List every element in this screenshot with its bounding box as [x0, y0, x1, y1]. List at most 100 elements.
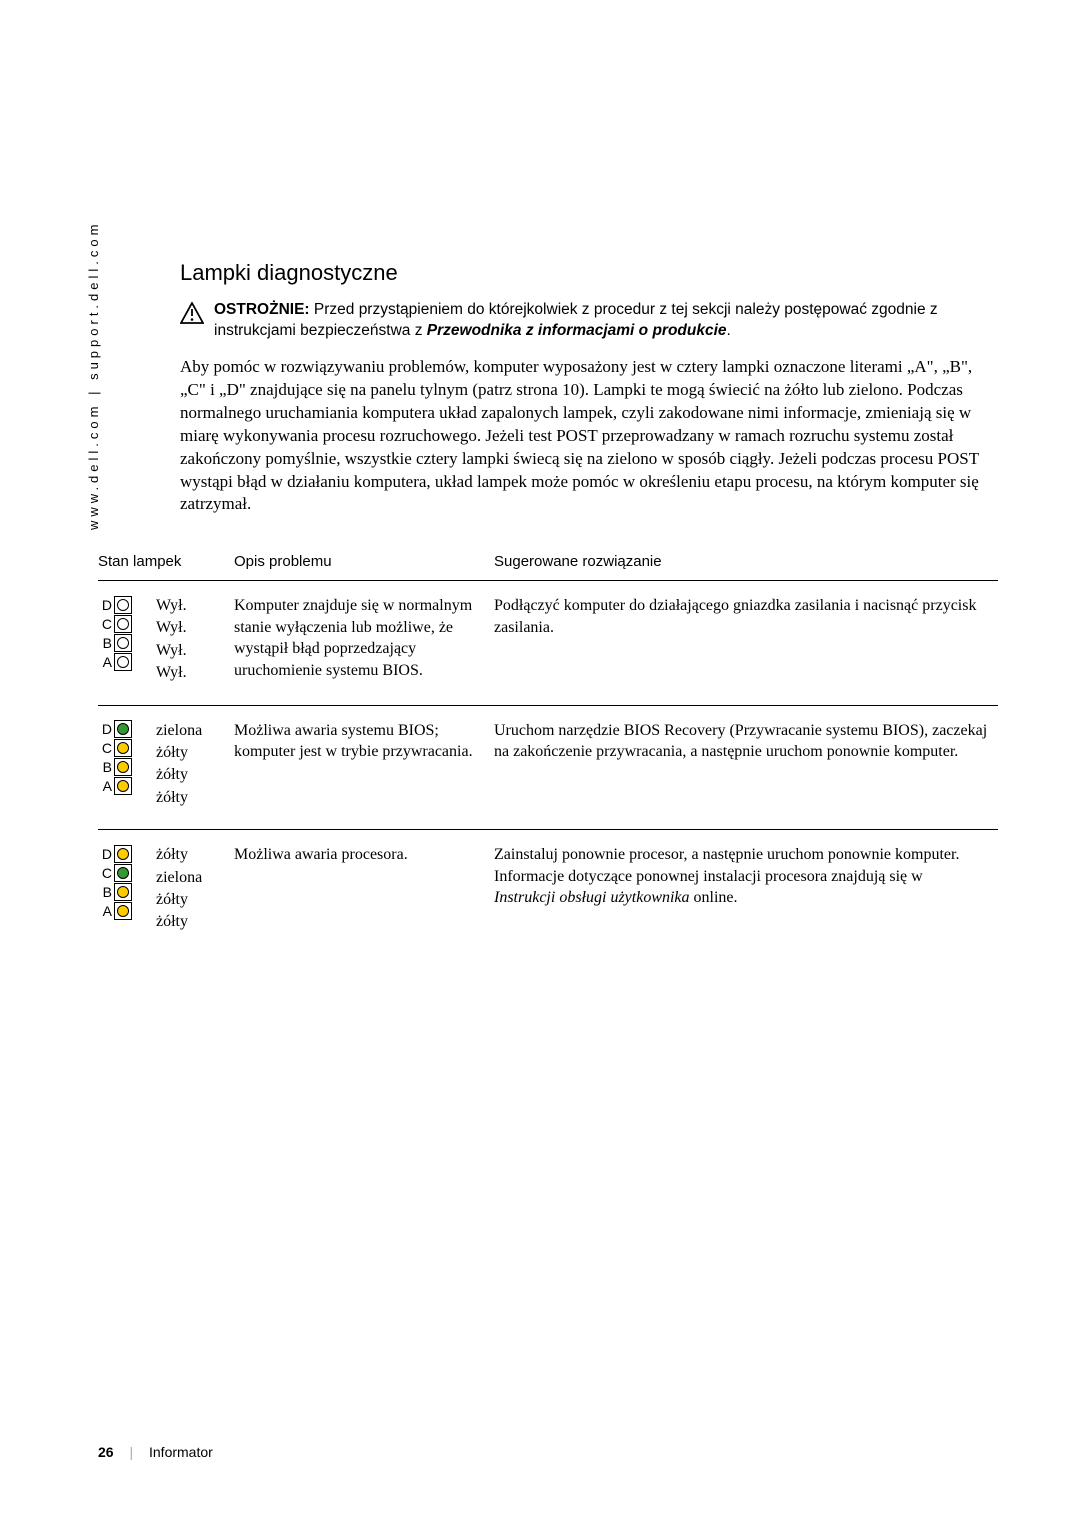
problem-description: Komputer znajduje się w normalnym stanie… — [234, 581, 494, 706]
lamp-state-text: Wył. — [156, 662, 224, 684]
footer-separator: | — [129, 1444, 133, 1460]
lamp-box — [114, 777, 132, 795]
lamp-box — [114, 883, 132, 901]
action-text: Podłączyć komputer do działającego gniaz… — [494, 597, 976, 636]
lamp-indicator — [117, 905, 129, 917]
lamp-letter: A — [98, 654, 112, 670]
header-desc: Opis problemu — [234, 545, 494, 581]
lamp-box — [114, 653, 132, 671]
lamp-letter: C — [98, 740, 112, 756]
lamp-row: C — [98, 739, 138, 758]
main-content: Lampki diagnostyczne OSTROŻNIE: Przed pr… — [180, 260, 1000, 544]
action-text: Uruchom narzędzie BIOS Recovery (Przywra… — [494, 722, 987, 761]
lamp-letter: D — [98, 846, 112, 862]
lamp-letter: C — [98, 865, 112, 881]
warning-prefix: OSTROŻNIE: — [214, 301, 314, 318]
lamp-letter: B — [98, 759, 112, 775]
lamp-letter: A — [98, 778, 112, 794]
lamp-indicator — [117, 780, 129, 792]
lamp-diagram: DCBA — [98, 595, 138, 671]
lamp-indicator — [117, 867, 129, 879]
lamp-letter: D — [98, 721, 112, 737]
lamp-diagram-cell: DCBA — [98, 830, 156, 954]
intro-paragraph: Aby pomóc w rozwiązywaniu problemów, kom… — [180, 356, 1000, 517]
lamp-letter: B — [98, 884, 112, 900]
warning-emph: Przewodnika z informacjami o produkcie — [427, 322, 727, 339]
lamp-state-text: żółty — [156, 844, 224, 866]
lamp-state-text: zielona — [156, 867, 224, 889]
lamp-row: A — [98, 652, 138, 671]
lamp-box — [114, 615, 132, 633]
lamp-row: D — [98, 720, 138, 739]
lamp-box — [114, 758, 132, 776]
lamp-letter: B — [98, 635, 112, 651]
lamp-states-cell: Wył.Wył.Wył.Wył. — [156, 581, 234, 706]
lamp-indicator — [117, 761, 129, 773]
lamp-box — [114, 902, 132, 920]
lamp-row: D — [98, 595, 138, 614]
lamp-state-text: Wył. — [156, 617, 224, 639]
lamp-box — [114, 596, 132, 614]
lamp-row: D — [98, 844, 138, 863]
suggested-action: Podłączyć komputer do działającego gniaz… — [494, 581, 998, 706]
lamp-row: B — [98, 633, 138, 652]
lamp-indicator — [117, 848, 129, 860]
page-footer: 26 | Informator — [98, 1444, 213, 1460]
table-row: DCBAzielonażółtyżółtyżółtyMożliwa awaria… — [98, 705, 998, 830]
lamp-box — [114, 634, 132, 652]
lamp-states-cell: zielonażółtyżółtyżółty — [156, 705, 234, 830]
lamp-state-text: Wył. — [156, 640, 224, 662]
suggested-action: Zainstaluj ponownie procesor, a następni… — [494, 830, 998, 954]
page-number: 26 — [98, 1444, 114, 1460]
sidebar-url: www.dell.com | support.dell.com — [86, 221, 101, 530]
lamp-state-text: zielona — [156, 720, 224, 742]
lamp-box — [114, 864, 132, 882]
lamp-indicator — [117, 637, 129, 649]
lamp-indicator — [117, 656, 129, 668]
lamp-indicator — [117, 618, 129, 630]
lamp-indicator — [117, 742, 129, 754]
suggested-action: Uruchom narzędzie BIOS Recovery (Przywra… — [494, 705, 998, 830]
lamp-indicator — [117, 599, 129, 611]
lamp-diagram: DCBA — [98, 844, 138, 920]
action-italic: Instrukcji obsługi użytkownika — [494, 889, 690, 906]
lamp-states-cell: żółtyzielonażółtyżółty — [156, 830, 234, 954]
lamp-indicator — [117, 723, 129, 735]
section-heading: Lampki diagnostyczne — [180, 260, 1000, 286]
warning-icon — [180, 302, 204, 329]
table-row: DCBAżółtyzielonażółtyżółtyMożliwa awaria… — [98, 830, 998, 954]
lamp-row: A — [98, 901, 138, 920]
lamp-letter: D — [98, 597, 112, 613]
header-state: Stan lampek — [98, 545, 234, 581]
problem-description: Możliwa awaria systemu BIOS; komputer je… — [234, 705, 494, 830]
lamp-row: C — [98, 863, 138, 882]
lamp-box — [114, 739, 132, 757]
action-text: Zainstaluj ponownie procesor, a następni… — [494, 846, 959, 885]
lamp-indicator — [117, 886, 129, 898]
lamp-box — [114, 845, 132, 863]
lamp-diagram-cell: DCBA — [98, 705, 156, 830]
lamp-row: B — [98, 758, 138, 777]
lamp-state-text: Wył. — [156, 595, 224, 617]
lamp-row: A — [98, 777, 138, 796]
lamp-state-text: żółty — [156, 889, 224, 911]
lamp-row: B — [98, 882, 138, 901]
lamp-state-text: żółty — [156, 742, 224, 764]
lamp-letter: C — [98, 616, 112, 632]
action-suffix: online. — [690, 889, 738, 906]
footer-label: Informator — [149, 1444, 213, 1460]
problem-description: Możliwa awaria procesora. — [234, 830, 494, 954]
lamp-state-text: żółty — [156, 911, 224, 933]
lamp-state-text: żółty — [156, 787, 224, 809]
lamp-state-text: żółty — [156, 764, 224, 786]
diagnostic-table-container: Stan lampek Opis problemu Sugerowane roz… — [98, 545, 998, 954]
warning-suffix: . — [727, 322, 731, 339]
table-row: DCBAWył.Wył.Wył.Wył.Komputer znajduje si… — [98, 581, 998, 706]
lamp-letter: A — [98, 903, 112, 919]
lamp-diagram-cell: DCBA — [98, 581, 156, 706]
warning-text: OSTROŻNIE: Przed przystąpieniem do które… — [214, 300, 1000, 342]
lamp-diagram: DCBA — [98, 720, 138, 796]
lamp-box — [114, 720, 132, 738]
warning-block: OSTROŻNIE: Przed przystąpieniem do które… — [180, 300, 1000, 342]
header-action: Sugerowane rozwiązanie — [494, 545, 998, 581]
